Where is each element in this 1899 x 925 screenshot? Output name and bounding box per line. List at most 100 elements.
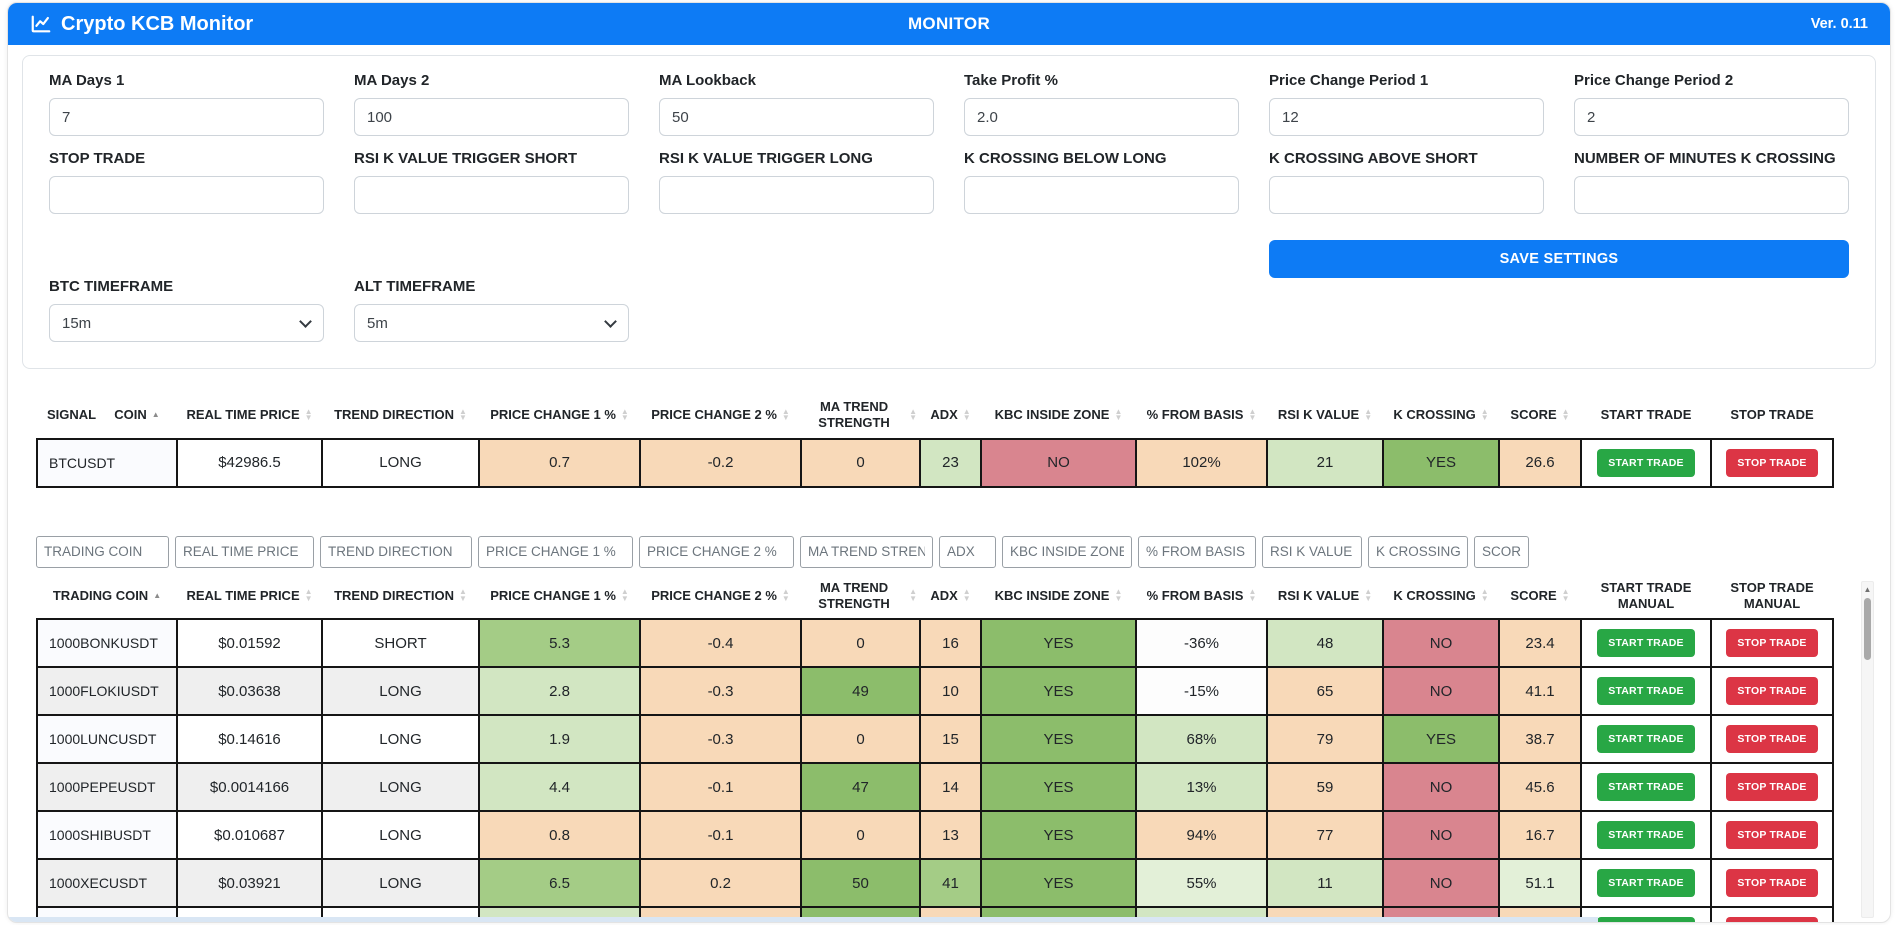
column-header[interactable]: SCORE ▲ ▼ — [1510, 587, 1570, 603]
kbc-inside-zone-cell: YES — [980, 858, 1137, 908]
column-filter-input[interactable] — [1368, 535, 1468, 568]
stop-trade-manual-cell: STOP TRADE — [1710, 714, 1834, 764]
settings-field: MA Days 1 — [49, 72, 324, 136]
stop-trade-button[interactable]: STOP TRADE — [1726, 677, 1818, 705]
column-filter-input[interactable] — [800, 535, 933, 568]
field-input[interactable] — [1269, 98, 1544, 136]
column-filter-input[interactable] — [639, 535, 794, 568]
column-filter-input[interactable] — [1474, 535, 1529, 568]
column-filter-input[interactable] — [1262, 535, 1362, 568]
column-filter-input[interactable] — [939, 535, 996, 568]
stop-trade-button[interactable]: STOP TRADE — [1726, 725, 1818, 753]
column-header[interactable]: TREND DIRECTION ▲ ▼ — [334, 406, 467, 423]
column-header[interactable]: RSI K VALUE ▲ ▼ — [1277, 406, 1373, 423]
save-settings-button[interactable]: SAVE SETTINGS — [1269, 240, 1849, 278]
column-header[interactable]: % FROM BASIS ▲ ▼ — [1146, 406, 1257, 423]
column-header[interactable]: PRICE CHANGE 2 % ▲ ▼ — [651, 406, 790, 423]
field-label: MA Days 1 — [49, 72, 125, 89]
price-cell: $0.01592 — [176, 618, 323, 668]
start-trade-button[interactable]: START TRADE — [1597, 821, 1695, 849]
column-header[interactable]: MA TREND STRENGTH ▲ ▼ — [818, 579, 917, 611]
column-filter-input[interactable] — [320, 535, 472, 568]
sort-icon: ▲▼ — [459, 588, 467, 602]
field-input[interactable] — [659, 98, 934, 136]
stop-trade-button[interactable]: STOP TRADE — [1726, 917, 1818, 922]
column-header[interactable]: START TRADE MANUAL▲▼ — [1600, 579, 1692, 611]
field-input[interactable] — [354, 98, 629, 136]
column-header[interactable]: PRICE CHANGE 2 % ▲ ▼ — [651, 587, 790, 603]
timeframe-select-wrap: 5m — [354, 304, 629, 342]
stop-trade-button[interactable]: STOP TRADE — [1726, 869, 1818, 897]
sort-icon: ▲▼ — [1248, 408, 1256, 422]
column-header[interactable]: K CROSSING ▲ ▼ — [1393, 406, 1489, 423]
start-trade-button[interactable]: START TRADE — [1597, 677, 1695, 705]
field-input[interactable] — [1574, 176, 1849, 214]
price-change-1-cell: 0.7 — [478, 437, 641, 488]
horizontal-scrollbar[interactable] — [8, 917, 1598, 922]
column-filter-input[interactable] — [478, 535, 633, 568]
start-trade-button[interactable]: START TRADE — [1597, 629, 1695, 657]
column-header[interactable]: RSI K VALUE ▲ ▼ — [1277, 587, 1373, 603]
column-filter-input[interactable] — [1002, 535, 1132, 568]
column-header[interactable]: KBC INSIDE ZONE ▲ ▼ — [994, 406, 1123, 423]
k-crossing-cell: NO — [1382, 858, 1500, 908]
price-cell: $42986.5 — [176, 437, 323, 488]
start-trade-button[interactable]: START TRADE — [1597, 773, 1695, 801]
column-header[interactable]: COIN▲▼ — [114, 407, 160, 423]
timeframe-select[interactable]: 15m — [49, 304, 324, 342]
settings-field: RSI K VALUE TRIGGER LONG — [659, 150, 934, 214]
column-header[interactable]: REAL TIME PRICE ▲ ▼ — [186, 406, 313, 423]
field-label: BTC TIMEFRAME — [49, 278, 174, 295]
start-trade-button[interactable]: START TRADE — [1597, 448, 1695, 477]
column-filter-input[interactable] — [175, 535, 314, 568]
column-header[interactable]: MA TREND STRENGTH ▲ ▼ — [818, 399, 917, 431]
column-header[interactable]: SIGNAL▲▼ — [47, 407, 97, 423]
field-input[interactable] — [964, 98, 1239, 136]
sort-desc-icon: ▼ — [1114, 593, 1123, 603]
field-input[interactable] — [659, 176, 934, 214]
column-header[interactable]: % FROM BASIS ▲ ▼ — [1146, 587, 1257, 603]
stop-trade-button[interactable]: STOP TRADE — [1726, 821, 1818, 849]
column-filter-input[interactable] — [1138, 535, 1256, 568]
sort-asc-icon: ▲ — [304, 406, 313, 416]
field-input[interactable] — [1574, 98, 1849, 136]
column-filter-input[interactable] — [36, 535, 169, 568]
column-header[interactable]: ADX ▲ ▼ — [930, 406, 971, 423]
field-input[interactable] — [49, 98, 324, 136]
column-header[interactable]: STOP TRADE MANUAL▲▼ — [1730, 579, 1814, 611]
column-header[interactable]: KBC INSIDE ZONE ▲ ▼ — [994, 587, 1123, 603]
btc-row: BTCUSDT $42986.5 LONG 0.7 -0.2 0 23 NO 1… — [36, 437, 1834, 488]
column-header[interactable]: REAL TIME PRICE ▲ ▼ — [186, 587, 313, 603]
column-header[interactable]: SCORE ▲ ▼ — [1510, 406, 1570, 423]
timeframe-select[interactable]: 5m — [354, 304, 629, 342]
scrollbar-thumb[interactable] — [1864, 598, 1871, 660]
column-header[interactable]: PRICE CHANGE 1 % ▲ ▼ — [490, 587, 629, 603]
field-input[interactable] — [964, 176, 1239, 214]
field-label: K CROSSING BELOW LONG — [964, 150, 1167, 167]
field-input[interactable] — [49, 176, 324, 214]
sort-desc-icon: ▼ — [781, 593, 790, 603]
scroll-up-icon[interactable]: ▲ — [1863, 585, 1872, 594]
field-input[interactable] — [354, 176, 629, 214]
sort-desc-icon: ▼ — [1364, 413, 1373, 423]
main-header-row: TRADING COIN▲▼ REAL TIME PRICE▲▼ TREND D… — [37, 574, 1833, 620]
start-trade-button[interactable]: START TRADE — [1597, 917, 1695, 922]
column-header[interactable]: STOP TRADE▲▼ — [1730, 407, 1814, 423]
sort-icon: ▲▼ — [621, 408, 629, 422]
column-header[interactable]: ADX ▲ ▼ — [930, 587, 971, 603]
column-header[interactable]: K CROSSING ▲ ▼ — [1393, 587, 1489, 603]
start-trade-button[interactable]: START TRADE — [1597, 725, 1695, 753]
column-header[interactable]: START TRADE▲▼ — [1600, 407, 1692, 423]
field-input[interactable] — [1269, 176, 1544, 214]
column-header[interactable]: PRICE CHANGE 1 % ▲ ▼ — [490, 406, 629, 423]
stop-trade-button[interactable]: STOP TRADE — [1726, 448, 1818, 477]
rsi-k-value-cell: 48 — [1266, 618, 1384, 668]
vertical-scrollbar[interactable]: ▲ — [1861, 581, 1874, 918]
kbc-inside-zone-cell: YES — [980, 810, 1137, 860]
column-header[interactable]: TRADING COIN▲▼ — [52, 587, 162, 603]
column-header[interactable]: TREND DIRECTION ▲ ▼ — [334, 587, 467, 603]
stop-trade-button[interactable]: STOP TRADE — [1726, 773, 1818, 801]
rsi-k-value-cell: 77 — [1266, 810, 1384, 860]
stop-trade-button[interactable]: STOP TRADE — [1726, 629, 1818, 657]
start-trade-button[interactable]: START TRADE — [1597, 869, 1695, 897]
